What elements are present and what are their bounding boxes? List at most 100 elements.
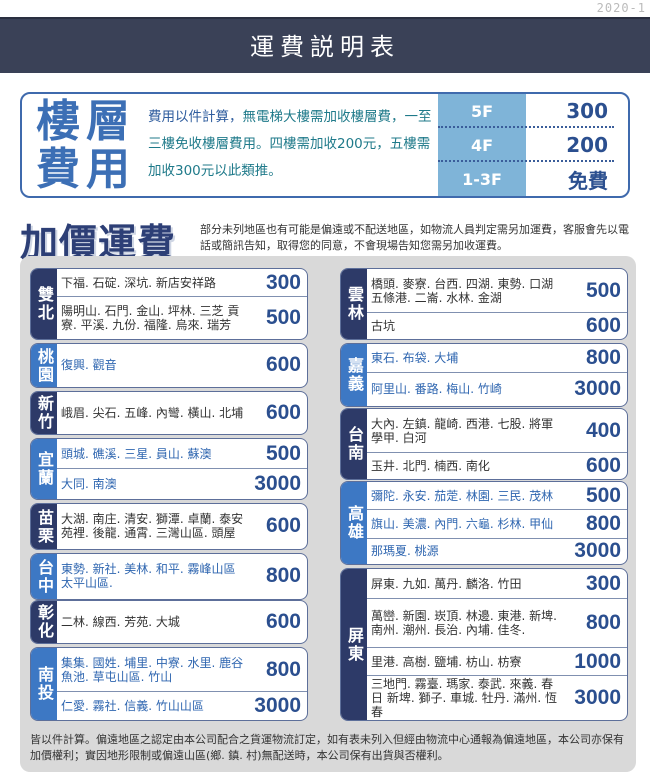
fee-row: 頭城. 礁溪. 三星. 員山. 蘇澳 500 bbox=[57, 439, 307, 468]
fee-row: 古坑 600 bbox=[367, 312, 627, 338]
region-card: 屏東 屏東. 九如. 萬丹. 麟洛. 竹田 300 萬巒. 新園. 崁頂. 林邊. 東… bbox=[340, 568, 628, 721]
region-name: 嘉義 bbox=[341, 344, 367, 406]
fee-price: 300 bbox=[265, 270, 301, 294]
area-list: 橋頭. 麥寮. 台西. 四湖. 東勢. 口湖 五條港. 二崙. 水林. 金湖 bbox=[371, 276, 554, 305]
region-rows: 下福. 石碇. 深坑. 新店安祥路 300 陽明山. 石門. 金山. 坪林. 三芝 … bbox=[57, 269, 307, 339]
region-rows: 集集. 國姓. 埔里. 中寮. 水里. 鹿谷 魚池. 草屯山區. 竹山 800 仁愛… bbox=[57, 648, 307, 720]
fee-price: 800 bbox=[265, 564, 301, 587]
fee-row: 東石. 布袋. 大埔 800 bbox=[367, 344, 627, 372]
area-list: 二林. 線西. 芳苑. 大城 bbox=[61, 614, 180, 629]
floor-fee-box: 樓層費用 費用以件計算，無電梯大樓需加收樓層費，一至三樓免收樓層費用。四樓需加收… bbox=[20, 92, 630, 198]
area-list: 屏東. 九如. 萬丹. 麟洛. 竹田 bbox=[371, 576, 522, 591]
floor-row: 4F 200 bbox=[438, 128, 628, 162]
region-rows: 峨眉. 尖石. 五峰. 內彎. 橫山. 北埔 600 bbox=[57, 392, 307, 434]
floor-label: 5F bbox=[438, 94, 526, 128]
region-card: 雲林 橋頭. 麥寮. 台西. 四湖. 東勢. 口湖 五條港. 二崙. 水林. 金湖… bbox=[340, 268, 628, 340]
fee-row: 東勢. 新社. 美林. 和平. 霧峰山區 太平山區. 800 bbox=[57, 554, 307, 598]
fee-price: 600 bbox=[585, 313, 621, 337]
fee-row: 屏東. 九如. 萬丹. 麟洛. 竹田 300 bbox=[367, 569, 627, 598]
region-card: 彰化 二林. 線西. 芳苑. 大城 600 bbox=[30, 600, 308, 644]
area-list: 旗山. 美濃. 內門. 六龜. 杉林. 甲仙 bbox=[371, 517, 554, 531]
area-list: 峨眉. 尖石. 五峰. 內彎. 橫山. 北埔 bbox=[61, 405, 244, 420]
fee-row: 大同. 南澳 3000 bbox=[57, 468, 307, 498]
surcharge-note: 部分未列地區也有可能是偏遠或不配送地區，如物流人員判定需另加運費，客服會先以電話… bbox=[200, 223, 629, 252]
area-list: 復興. 觀音 bbox=[61, 358, 117, 372]
fee-price: 1000 bbox=[574, 649, 621, 673]
area-list: 里港. 高樹. 鹽埔. 枋山. 枋寮 bbox=[371, 654, 522, 669]
fee-row: 阿里山. 番路. 梅山. 竹崎 3000 bbox=[367, 372, 627, 405]
region-card: 台中 東勢. 新社. 美林. 和平. 霧峰山區 太平山區. 800 bbox=[30, 553, 308, 600]
region-rows: 橋頭. 麥寮. 台西. 四湖. 東勢. 口湖 五條港. 二崙. 水林. 金湖 50… bbox=[367, 269, 627, 339]
fee-price: 800 bbox=[585, 512, 621, 535]
area-list: 仁愛. 霧社. 信義. 竹山山區 bbox=[61, 698, 204, 713]
fee-price: 300 bbox=[585, 571, 621, 595]
fee-row: 峨眉. 尖石. 五峰. 內彎. 橫山. 北埔 600 bbox=[57, 392, 307, 433]
area-list: 集集. 國姓. 埔里. 中寮. 水里. 鹿谷 魚池. 草屯山區. 竹山 bbox=[61, 655, 244, 684]
region-card: 嘉義 東石. 布袋. 大埔 800 阿里山. 番路. 梅山. 竹崎 3000 bbox=[340, 343, 628, 407]
fee-row: 三地門. 霧臺. 瑪家. 泰武. 來義. 春日 新埤. 獅子. 車城. 牡丹. … bbox=[367, 675, 627, 719]
fee-row: 二林. 線西. 芳苑. 大城 600 bbox=[57, 601, 307, 642]
fee-row: 彌陀. 永安. 茄萣. 林園. 三民. 茂林 500 bbox=[367, 482, 627, 509]
page-title: 運費説明表 bbox=[0, 17, 650, 73]
region-card: 桃園 復興. 觀音 600 bbox=[30, 343, 308, 388]
fee-price: 500 bbox=[585, 278, 621, 302]
fee-price: 400 bbox=[585, 418, 621, 442]
floor-price: 300 bbox=[566, 99, 608, 123]
area-list: 大同. 南澳 bbox=[61, 476, 117, 491]
fee-row: 復興. 觀音 600 bbox=[57, 344, 307, 386]
region-rows: 大內. 左鎮. 龍崎. 西港. 七股. 將軍 學甲. 白河 400 玉井. 北門. … bbox=[367, 409, 627, 479]
region-rows: 東勢. 新社. 美林. 和平. 霧峰山區 太平山區. 800 bbox=[57, 554, 307, 599]
region-rows: 二林. 線西. 芳苑. 大城 600 bbox=[57, 601, 307, 643]
fee-row: 大湖. 南庄. 清安. 獅潭. 卓蘭. 泰安 苑裡. 後龍. 通霄. 三灣山區.… bbox=[57, 504, 307, 548]
area-list: 玉井. 北門. 楠西. 南化 bbox=[371, 458, 490, 473]
fee-row: 旗山. 美濃. 內門. 六龜. 杉林. 甲仙 800 bbox=[367, 509, 627, 538]
region-card: 台南 大內. 左鎮. 龍崎. 西港. 七股. 將軍 學甲. 白河 400 玉井. 北門… bbox=[340, 408, 628, 480]
area-list: 大內. 左鎮. 龍崎. 西港. 七股. 將軍 學甲. 白河 bbox=[371, 416, 554, 445]
floor-row: 1-3F 免費 bbox=[438, 162, 628, 196]
area-list: 大湖. 南庄. 清安. 獅潭. 卓蘭. 泰安 苑裡. 後龍. 通霄. 三灣山區.… bbox=[61, 512, 244, 540]
region-card: 苗栗 大湖. 南庄. 清安. 獅潭. 卓蘭. 泰安 苑裡. 後龍. 通霄. 三灣山… bbox=[30, 503, 308, 550]
floor-fee-table: 5F 300 4F 200 1-3F 免費 bbox=[438, 94, 628, 196]
region-name: 高雄 bbox=[341, 482, 367, 564]
floor-fee-description: 費用以件計算，無電梯大樓需加收樓層費，一至三樓免收樓層費用。四樓需加收200元，… bbox=[148, 104, 438, 185]
fee-row: 橋頭. 麥寮. 台西. 四湖. 東勢. 口湖 五條港. 二崙. 水林. 金湖 50… bbox=[367, 269, 627, 312]
fee-price: 800 bbox=[265, 657, 301, 681]
region-name: 彰化 bbox=[31, 601, 57, 643]
region-card: 南投 集集. 國姓. 埔里. 中寮. 水里. 鹿谷 魚池. 草屯山區. 竹山 800… bbox=[30, 647, 308, 721]
fee-price: 600 bbox=[265, 400, 301, 424]
fee-price: 3000 bbox=[254, 471, 301, 495]
area-list: 下福. 石碇. 深坑. 新店安祥路 bbox=[61, 275, 216, 290]
region-rows: 彌陀. 永安. 茄萣. 林園. 三民. 茂林 500 旗山. 美濃. 內門. 六龜.… bbox=[367, 482, 627, 564]
fee-row: 集集. 國姓. 埔里. 中寮. 水里. 鹿谷 魚池. 草屯山區. 竹山 800 bbox=[57, 648, 307, 691]
fee-price: 600 bbox=[265, 514, 301, 537]
fee-row: 里港. 高樹. 鹽埔. 枋山. 枋寮 1000 bbox=[367, 647, 627, 675]
region-name: 桃園 bbox=[31, 344, 57, 387]
floor-price: 200 bbox=[566, 133, 608, 157]
region-card: 高雄 彌陀. 永安. 茄萣. 林園. 三民. 茂林 500 旗山. 美濃. 內門. 六… bbox=[340, 481, 628, 565]
region-rows: 屏東. 九如. 萬丹. 麟洛. 竹田 300 萬巒. 新園. 崁頂. 林邊. 東港.… bbox=[367, 569, 627, 720]
floor-fee-title: 樓層費用 bbox=[36, 96, 136, 195]
fee-price: 800 bbox=[585, 611, 621, 634]
region-rows: 復興. 觀音 600 bbox=[57, 344, 307, 387]
fee-price: 3000 bbox=[574, 685, 621, 709]
region-name: 宜蘭 bbox=[31, 439, 57, 499]
region-card: 宜蘭 頭城. 礁溪. 三星. 員山. 蘇澳 500 大同. 南澳 3000 bbox=[30, 438, 308, 500]
fee-price: 600 bbox=[265, 609, 301, 633]
fee-price: 3000 bbox=[574, 539, 621, 562]
area-list: 東石. 布袋. 大埔 bbox=[371, 351, 459, 365]
region-card: 雙北 下福. 石碇. 深坑. 新店安祥路 300 陽明山. 石門. 金山. 坪林. 三… bbox=[30, 268, 308, 340]
region-rows: 大湖. 南庄. 清安. 獅潭. 卓蘭. 泰安 苑裡. 後龍. 通霄. 三灣山區.… bbox=[57, 504, 307, 549]
floor-label: 1-3F bbox=[438, 162, 526, 196]
fee-row: 玉井. 北門. 楠西. 南化 600 bbox=[367, 452, 627, 478]
region-rows: 東石. 布袋. 大埔 800 阿里山. 番路. 梅山. 竹崎 3000 bbox=[367, 344, 627, 406]
floor-price: 免費 bbox=[568, 168, 608, 193]
region-name: 台南 bbox=[341, 409, 367, 479]
area-list: 阿里山. 番路. 梅山. 竹崎 bbox=[371, 382, 502, 396]
region-name: 南投 bbox=[31, 648, 57, 720]
fee-price: 600 bbox=[265, 353, 301, 376]
area-list: 頭城. 礁溪. 三星. 員山. 蘇澳 bbox=[61, 446, 212, 461]
area-list: 陽明山. 石門. 金山. 坪林. 三芝 貢寮. 平溪. 九份. 福隆. 烏來. … bbox=[61, 303, 240, 332]
fee-row: 那瑪夏. 桃源 3000 bbox=[367, 538, 627, 563]
area-list: 三地門. 霧臺. 瑪家. 泰武. 來義. 春日 新埤. 獅子. 車城. 牡丹. … bbox=[371, 676, 557, 719]
region-name: 苗栗 bbox=[31, 504, 57, 549]
